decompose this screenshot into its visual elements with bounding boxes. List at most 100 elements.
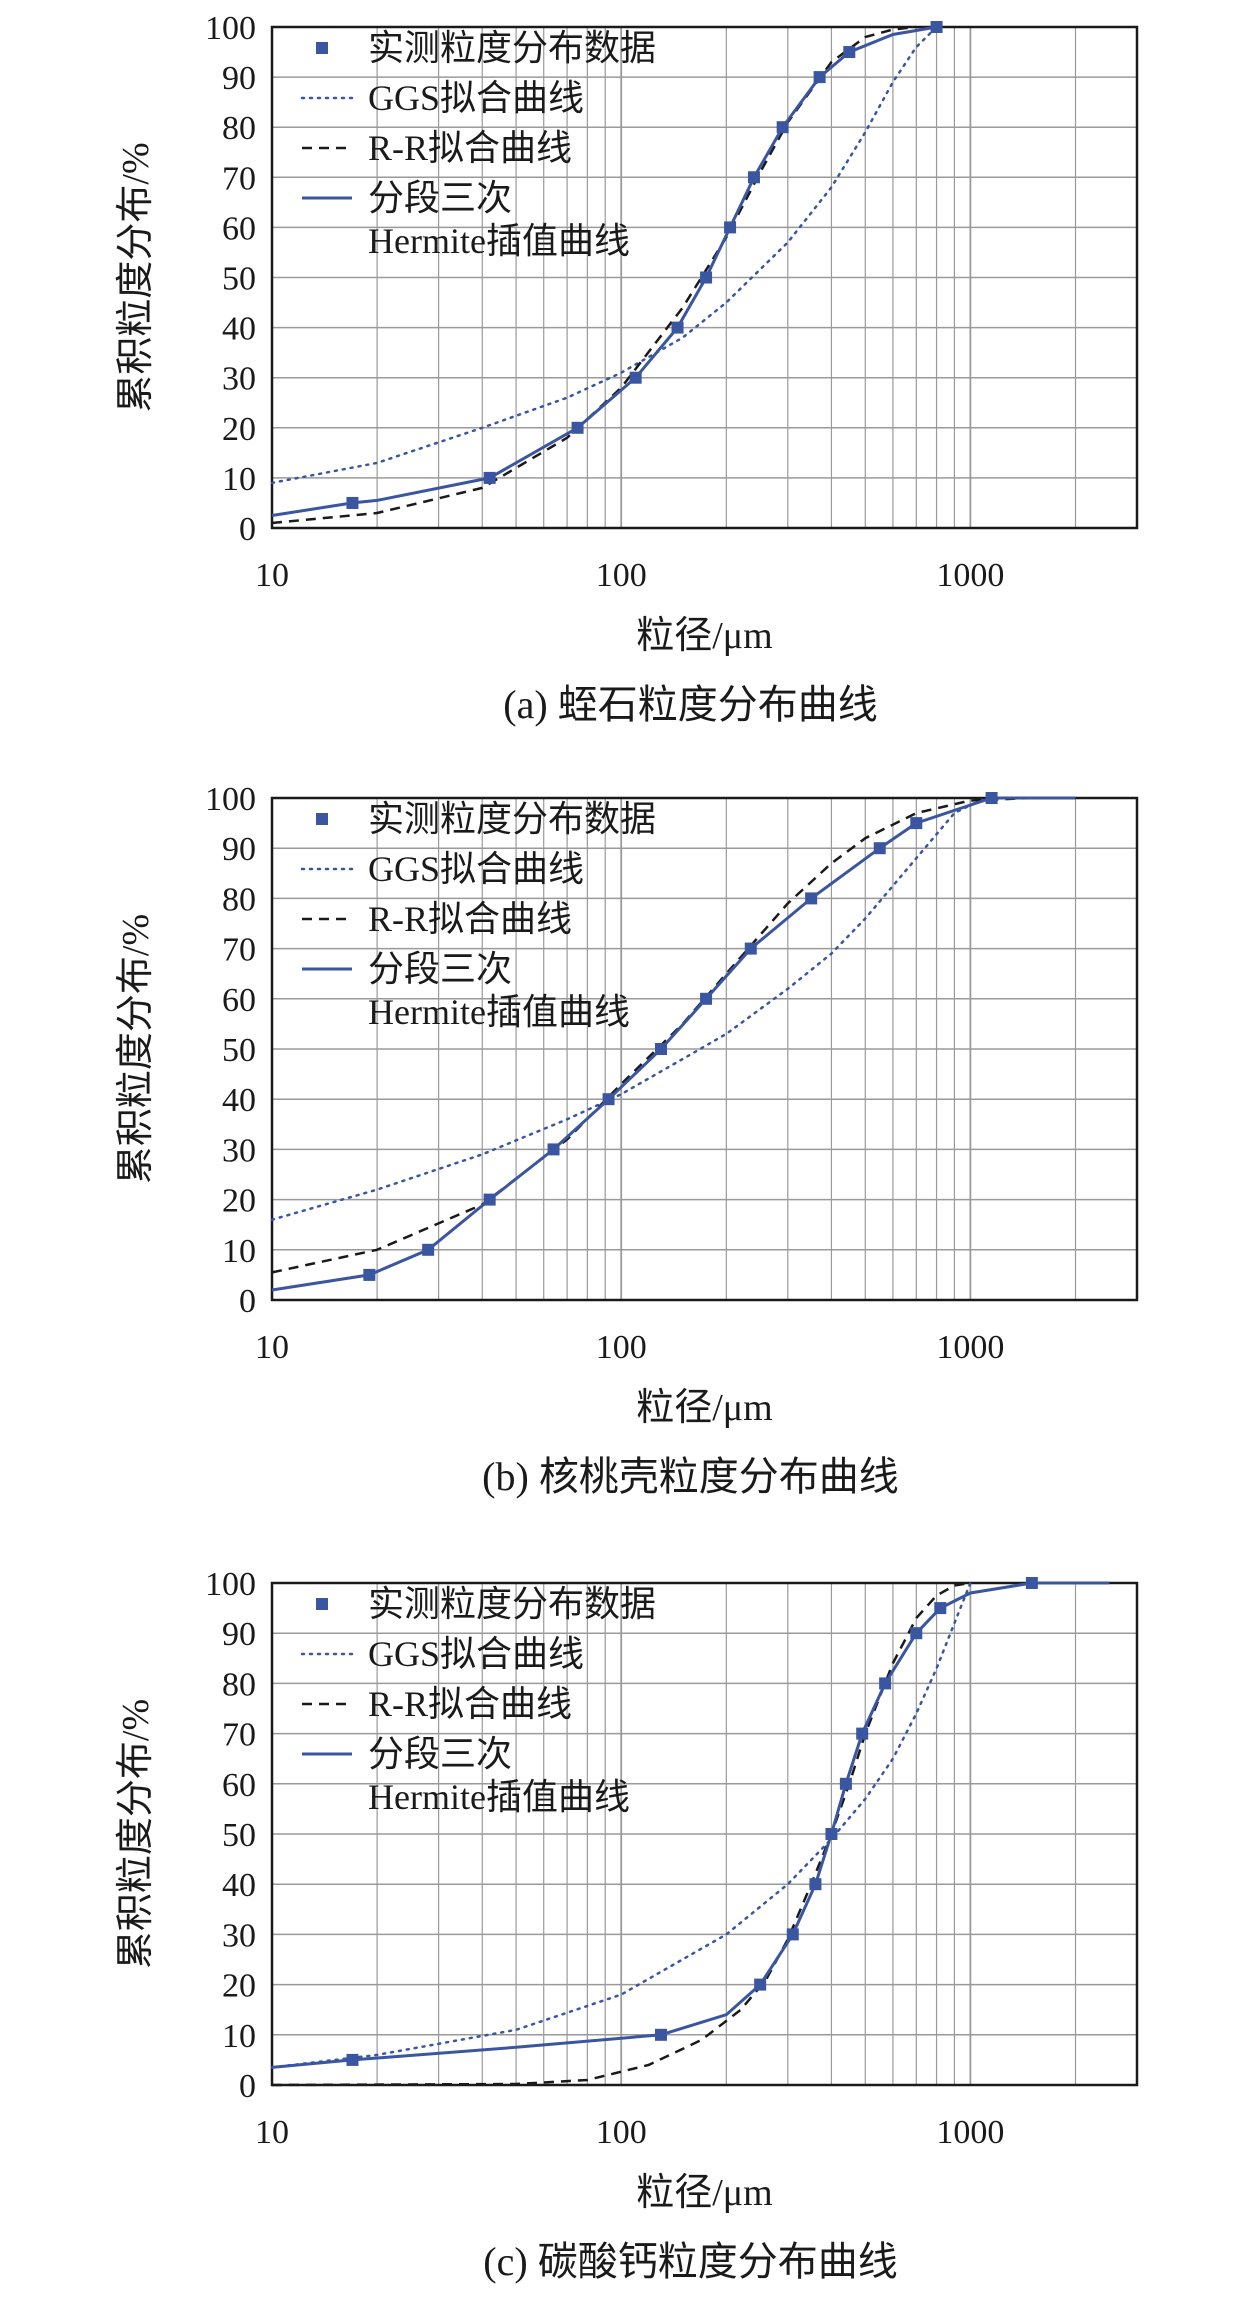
legend-marker-icon [316,1598,328,1610]
data-point [805,892,818,905]
data-point [825,1828,838,1840]
plot-frame [270,1581,1139,2087]
data-point [910,1627,923,1640]
figure-caption: (c) 碳酸钙粒度分布曲线 [483,2239,897,2284]
y-tick-label: 20 [222,1183,256,1220]
data-point [934,1602,947,1615]
data-point [744,942,757,955]
data-point [985,792,998,804]
chart-panel-2: 0 10 20 30 40 50 60 70 80 90 100 10 100 1000 粒径/μm 累积粒度… [115,781,1139,1499]
y-tick-label: 90 [222,1616,256,1653]
legend-label: GGS拟合曲线 [368,78,584,118]
data-point [346,496,359,509]
data-point [422,1243,435,1256]
data-point [363,1268,376,1281]
x-axis-title: 粒径/μm [636,1387,773,1429]
y-tick-label: 90 [222,60,256,97]
y-tick-label: 10 [222,1233,256,1270]
legend-label: 实测粒度分布数据 [368,1584,656,1624]
data-point [786,1928,799,1941]
chart-panel-1: 0 10 20 30 40 50 60 70 80 90 100 10 100 1000 粒径/μm 累积粒度… [115,10,1139,727]
x-tick-label: 10 [255,557,289,594]
legend-label: R-R拟合曲线 [368,899,572,939]
data-point [671,321,684,334]
y-tick-label: 20 [222,411,256,448]
data-point [547,1143,560,1156]
legend-label: GGS拟合曲线 [368,1634,584,1674]
y-tick-label: 80 [222,881,256,918]
y-tick-label: 30 [222,1917,256,1954]
y-tick-label: 30 [222,1132,256,1169]
y-tick-label: 70 [222,160,256,197]
data-point [747,171,760,184]
y-tick-label: 80 [222,1666,256,1703]
legend-label: 分段三次 [368,1734,512,1774]
y-tick-label: 0 [239,2068,256,2105]
series-group [270,1577,1110,2087]
x-tick-label: 1000 [936,1329,1004,1366]
plot-frame [270,796,1139,1302]
series-line-dotted [270,25,938,485]
legend-marker-icon [316,813,328,825]
x-tick-label: 10 [255,2114,289,2151]
y-tick-label: 80 [222,110,256,147]
y-tick-label: 10 [222,461,256,498]
chart-panel-3: 0 10 20 30 40 50 60 70 80 90 100 10 100 1000 粒径/μm 累积粒度… [115,1566,1139,2284]
data-point [654,1043,667,1055]
y-tick-label: 90 [222,831,256,868]
data-point [1025,1577,1038,1589]
data-point [910,817,923,830]
data-point [629,371,642,384]
y-tick-label: 40 [222,311,256,348]
y-tick-label: 40 [222,1867,256,1904]
series-group [270,21,943,525]
y-tick-label: 50 [222,261,256,298]
data-point [879,1677,892,1690]
data-point [930,21,943,33]
data-point [724,221,737,234]
y-tick-label: 40 [222,1082,256,1119]
y-tick-label: 60 [222,210,256,247]
data-point [873,842,886,855]
y-tick-label: 20 [222,1968,256,2005]
series-line-dotted [270,1581,972,2069]
legend-label: 分段三次 [368,949,512,989]
legend-label: 实测粒度分布数据 [368,799,656,839]
y-tick-label: 70 [222,932,256,969]
legend-label: 实测粒度分布数据 [368,28,656,68]
data-point [776,121,789,134]
y-tick-label: 100 [205,781,256,818]
y-tick-label: 0 [239,511,256,548]
y-tick-label: 0 [239,1283,256,1320]
legend-label: GGS拟合曲线 [368,849,584,889]
figure-caption: (b) 核桃壳粒度分布曲线 [482,1454,899,1499]
y-axis-title: 累积粒度分布/% [115,142,157,412]
data-point [602,1093,615,1106]
y-tick-label: 50 [222,1032,256,1069]
figure-caption: (a) 蛭石粒度分布曲线 [503,682,877,727]
y-tick-label: 100 [205,10,256,47]
data-point [843,46,856,59]
data-point [856,1727,869,1740]
y-tick-label: 30 [222,361,256,398]
y-axis-title: 累积粒度分布/% [115,914,157,1184]
x-tick-label: 100 [596,1329,647,1366]
x-tick-label: 100 [596,2114,647,2151]
data-point [813,71,826,84]
y-tick-label: 10 [222,2018,256,2055]
data-point [654,2028,667,2041]
y-tick-label: 100 [205,1566,256,1603]
x-axis-title: 粒径/μm [636,615,773,657]
data-point [754,1978,767,1991]
data-point [700,271,713,284]
y-tick-label: 60 [222,1767,256,1804]
legend-label: R-R拟合曲线 [368,1684,572,1724]
legend-label: R-R拟合曲线 [368,128,572,168]
y-tick-label: 70 [222,1717,256,1754]
y-axis-title: 累积粒度分布/% [115,1699,157,1969]
x-axis-title: 粒径/μm [636,2172,773,2214]
